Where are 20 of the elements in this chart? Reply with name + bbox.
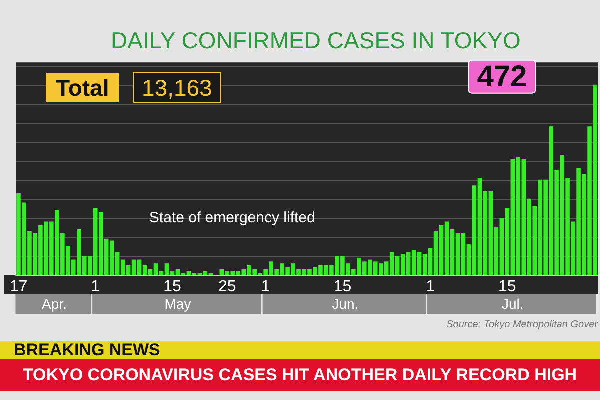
text: Jun.: [332, 296, 359, 312]
text: May: [164, 296, 192, 312]
x-tick-label: 25: [218, 278, 236, 296]
x-tick-label: 15: [334, 278, 352, 296]
text: Jul.: [502, 296, 524, 312]
text: TOKYO CORONAVIRUS CASES HIT ANOTHER DAILY RECORD HIGH: [22, 366, 578, 384]
annotation: Total: [56, 75, 110, 101]
annotation: 472: [477, 60, 528, 94]
x-tick-label: 17: [10, 278, 28, 296]
annotation: State of emergency lifted: [149, 210, 316, 226]
source-note: Source: Tokyo Metropolitan Gover: [446, 320, 599, 330]
x-tick-label: 1: [426, 278, 436, 296]
x-tick-label: 15: [498, 278, 516, 296]
x-tick-label: 1: [91, 278, 100, 296]
annotation: 13,163: [142, 75, 212, 101]
chart-title: DAILY CONFIRMED CASES IN TOKYO: [111, 28, 521, 54]
x-tick-label: 1: [261, 278, 270, 296]
text: BREAKING NEWS: [14, 340, 160, 360]
text: Apr.: [42, 296, 67, 312]
x-tick-label: 15: [164, 278, 182, 296]
